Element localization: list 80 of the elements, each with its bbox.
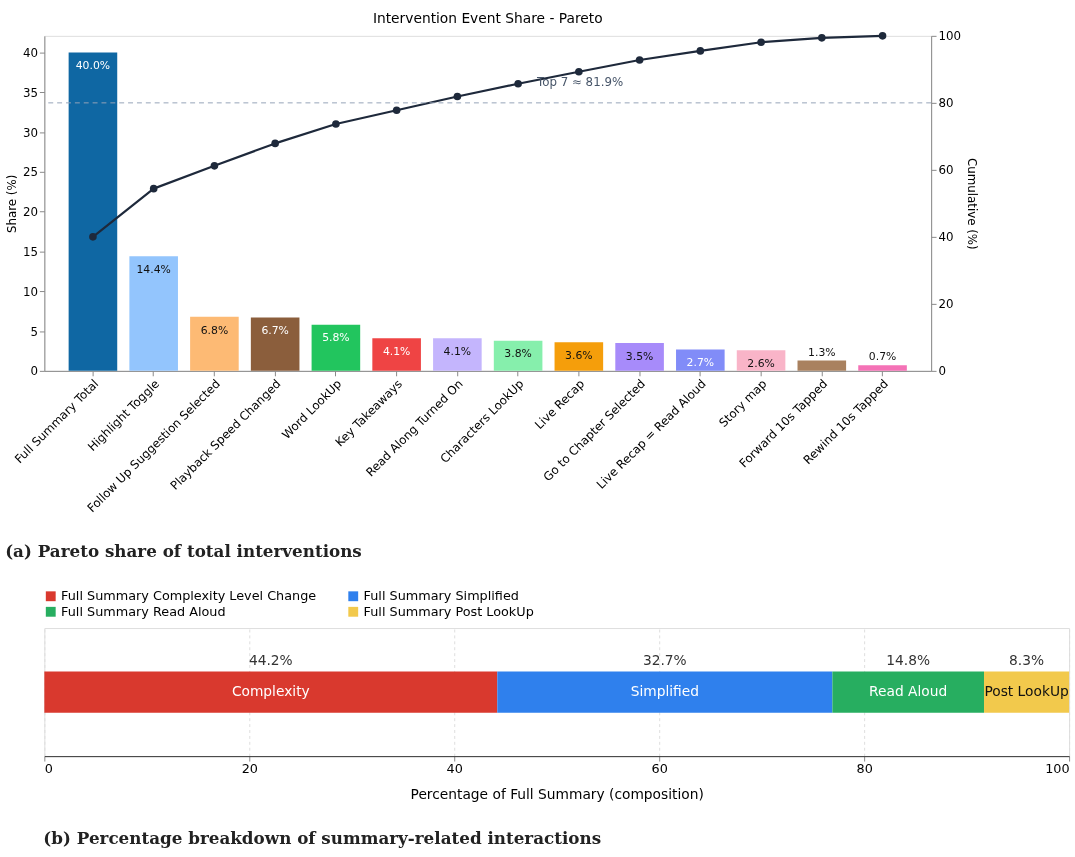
data-label: 4.1% (382, 345, 411, 358)
annotation: Top 7 ≈ 81.9% (536, 75, 624, 90)
point (332, 120, 340, 128)
annotation: Complexity (231, 683, 310, 700)
data-label: 3.6% (565, 348, 593, 362)
point (514, 79, 522, 88)
data-label: 40.0% (75, 59, 111, 73)
x-tick-label: 60 (651, 761, 668, 777)
bar (311, 324, 361, 371)
point (757, 38, 765, 47)
y-axis-title: Share (%) (4, 174, 19, 234)
data-label: 6.8% (200, 323, 229, 337)
y2-tick-label: 80 (938, 96, 954, 111)
data-label: 2.7% (686, 356, 715, 370)
y-tick-label: 5 (30, 324, 38, 339)
y2-axis-title: Cumulative (%) (965, 158, 979, 250)
data-label: 1.3% (808, 345, 836, 359)
bar (68, 52, 118, 371)
bar (190, 316, 239, 371)
point (89, 233, 97, 241)
bar (858, 365, 907, 371)
y2-tick-label: 60 (938, 163, 954, 178)
point (575, 67, 583, 76)
legend-label: Full Summary Complexity Level Change (61, 588, 317, 604)
point (635, 56, 644, 64)
data-label: 32.7% (642, 651, 687, 668)
data-label: 8.3% (1009, 651, 1045, 668)
text: (b) Percentage breakdown of summary-related interactions (43, 828, 602, 849)
point (696, 47, 705, 55)
text: (a) Pareto share of total interventions (5, 540, 362, 561)
x-tick-label: 0 (44, 761, 53, 777)
annotation: Post LookUp (984, 683, 1069, 700)
y-tick-label: 10 (22, 284, 38, 299)
bar (797, 360, 847, 371)
data-label: 3.5% (625, 349, 654, 363)
y-tick-label: 30 (22, 125, 38, 140)
y-tick-label: 40 (22, 46, 38, 60)
data-label: 14.4% (136, 263, 171, 277)
y-tick-label: 0 (30, 364, 38, 379)
point (878, 32, 887, 40)
data-label: 2.6% (747, 356, 775, 370)
y-tick-label: 25 (22, 165, 38, 180)
legend-label: Full Summary Read Aloud (61, 603, 226, 619)
point (817, 34, 826, 42)
bar (433, 338, 482, 371)
data-label: 3.8% (504, 347, 532, 361)
legend-label: Full Summary Post LookUp (363, 603, 534, 619)
point (210, 162, 219, 170)
point (392, 106, 401, 115)
data-label: 6.7% (261, 324, 289, 338)
annotation: Simplified (630, 683, 699, 700)
bar (129, 256, 178, 371)
data-label: 14.8% (886, 651, 931, 668)
y-tick-label: 20 (22, 205, 38, 220)
bar (372, 338, 421, 371)
y2-tick-label: 40 (938, 230, 954, 245)
y2-tick-label: 0 (938, 364, 947, 379)
y2-tick-label: 20 (938, 297, 954, 312)
y-tick-label: 35 (22, 85, 38, 100)
x-tick-label: 100 (1045, 761, 1070, 777)
point (453, 92, 462, 101)
annotation: Read Aloud (869, 683, 948, 700)
data-label: 0.7% (868, 350, 897, 364)
x-tick-label: 80 (856, 761, 873, 777)
data-label: 4.1% (443, 345, 472, 358)
x-tick-label: 20 (241, 761, 258, 777)
data-label: 44.2% (248, 651, 293, 668)
x-tick-label: 40 (446, 761, 463, 777)
x-axis-title: Percentage of Full Summary (composition) (410, 786, 704, 802)
bar (676, 349, 725, 371)
bar (554, 342, 604, 371)
chart-title: Intervention Event Share - Pareto (372, 10, 603, 27)
point (271, 139, 279, 148)
legend-label: Full Summary Simplified (363, 588, 519, 604)
y2-tick-label: 100 (938, 29, 962, 44)
y-tick-label: 15 (22, 244, 38, 259)
point (149, 184, 158, 193)
data-label: 5.8% (322, 331, 350, 345)
bar (250, 317, 300, 371)
bar (615, 343, 664, 371)
